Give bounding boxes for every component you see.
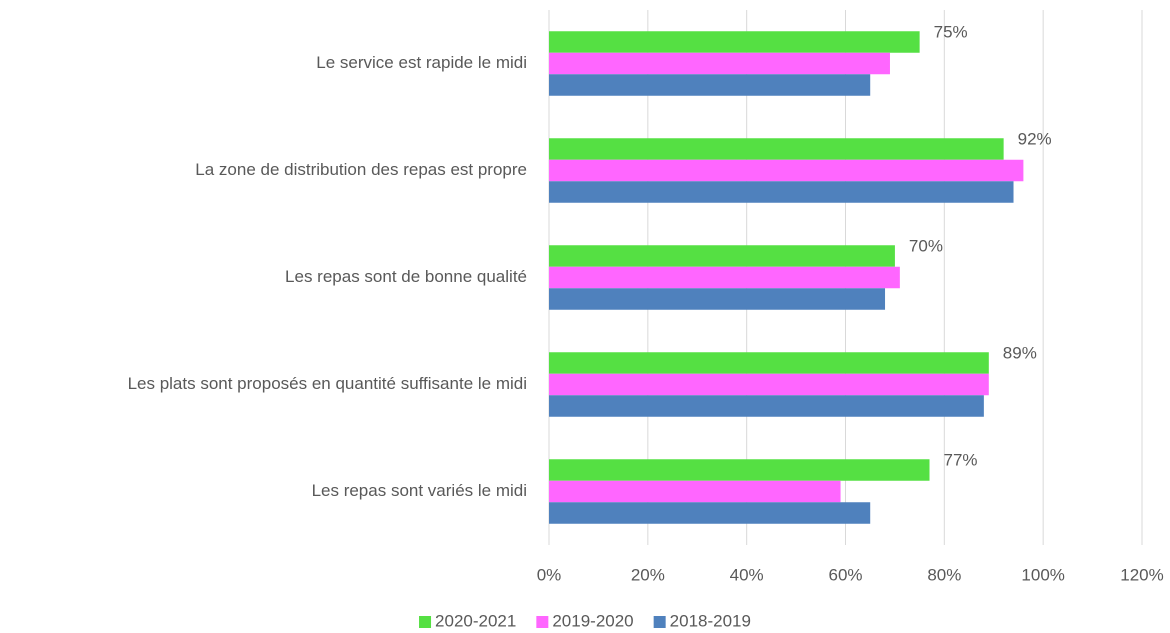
bar	[549, 395, 984, 417]
x-tick-label: 80%	[927, 565, 961, 584]
legend-label: 2018-2019	[670, 611, 751, 630]
bar	[549, 459, 930, 481]
bar	[549, 181, 1014, 203]
x-tick-label: 40%	[730, 565, 764, 584]
y-tick-label: Les repas sont de bonne qualité	[285, 267, 527, 286]
data-label: 70%	[909, 237, 943, 256]
x-tick-label: 0%	[537, 565, 562, 584]
legend-label: 2019-2020	[552, 611, 633, 630]
bar	[549, 138, 1004, 160]
bar	[549, 159, 1024, 182]
bar	[549, 352, 989, 374]
bar	[549, 266, 900, 289]
bar	[549, 373, 989, 396]
bar	[549, 245, 895, 267]
y-tick-label: Les plats sont proposés en quantité suff…	[128, 374, 527, 393]
data-label: 77%	[944, 451, 978, 470]
legend-label: 2020-2021	[435, 611, 516, 630]
bar	[549, 31, 920, 53]
bar	[549, 74, 871, 96]
y-tick-label: Les repas sont variés le midi	[312, 481, 527, 500]
data-label: 92%	[1018, 130, 1052, 149]
x-tick-label: 60%	[828, 565, 862, 584]
x-tick-label: 120%	[1120, 565, 1163, 584]
legend-swatch	[419, 616, 432, 628]
legend-swatch	[536, 616, 549, 628]
x-tick-label: 20%	[631, 565, 665, 584]
y-tick-label: La zone de distribution des repas est pr…	[195, 160, 527, 179]
bar	[549, 52, 890, 75]
legend-swatch	[653, 616, 666, 628]
data-label: 89%	[1003, 344, 1037, 363]
data-label: 75%	[934, 23, 968, 42]
bar	[549, 288, 886, 310]
x-tick-label: 100%	[1021, 565, 1064, 584]
bar	[549, 502, 871, 524]
y-tick-label: Le service est rapide le midi	[316, 53, 527, 72]
bar	[549, 480, 841, 503]
